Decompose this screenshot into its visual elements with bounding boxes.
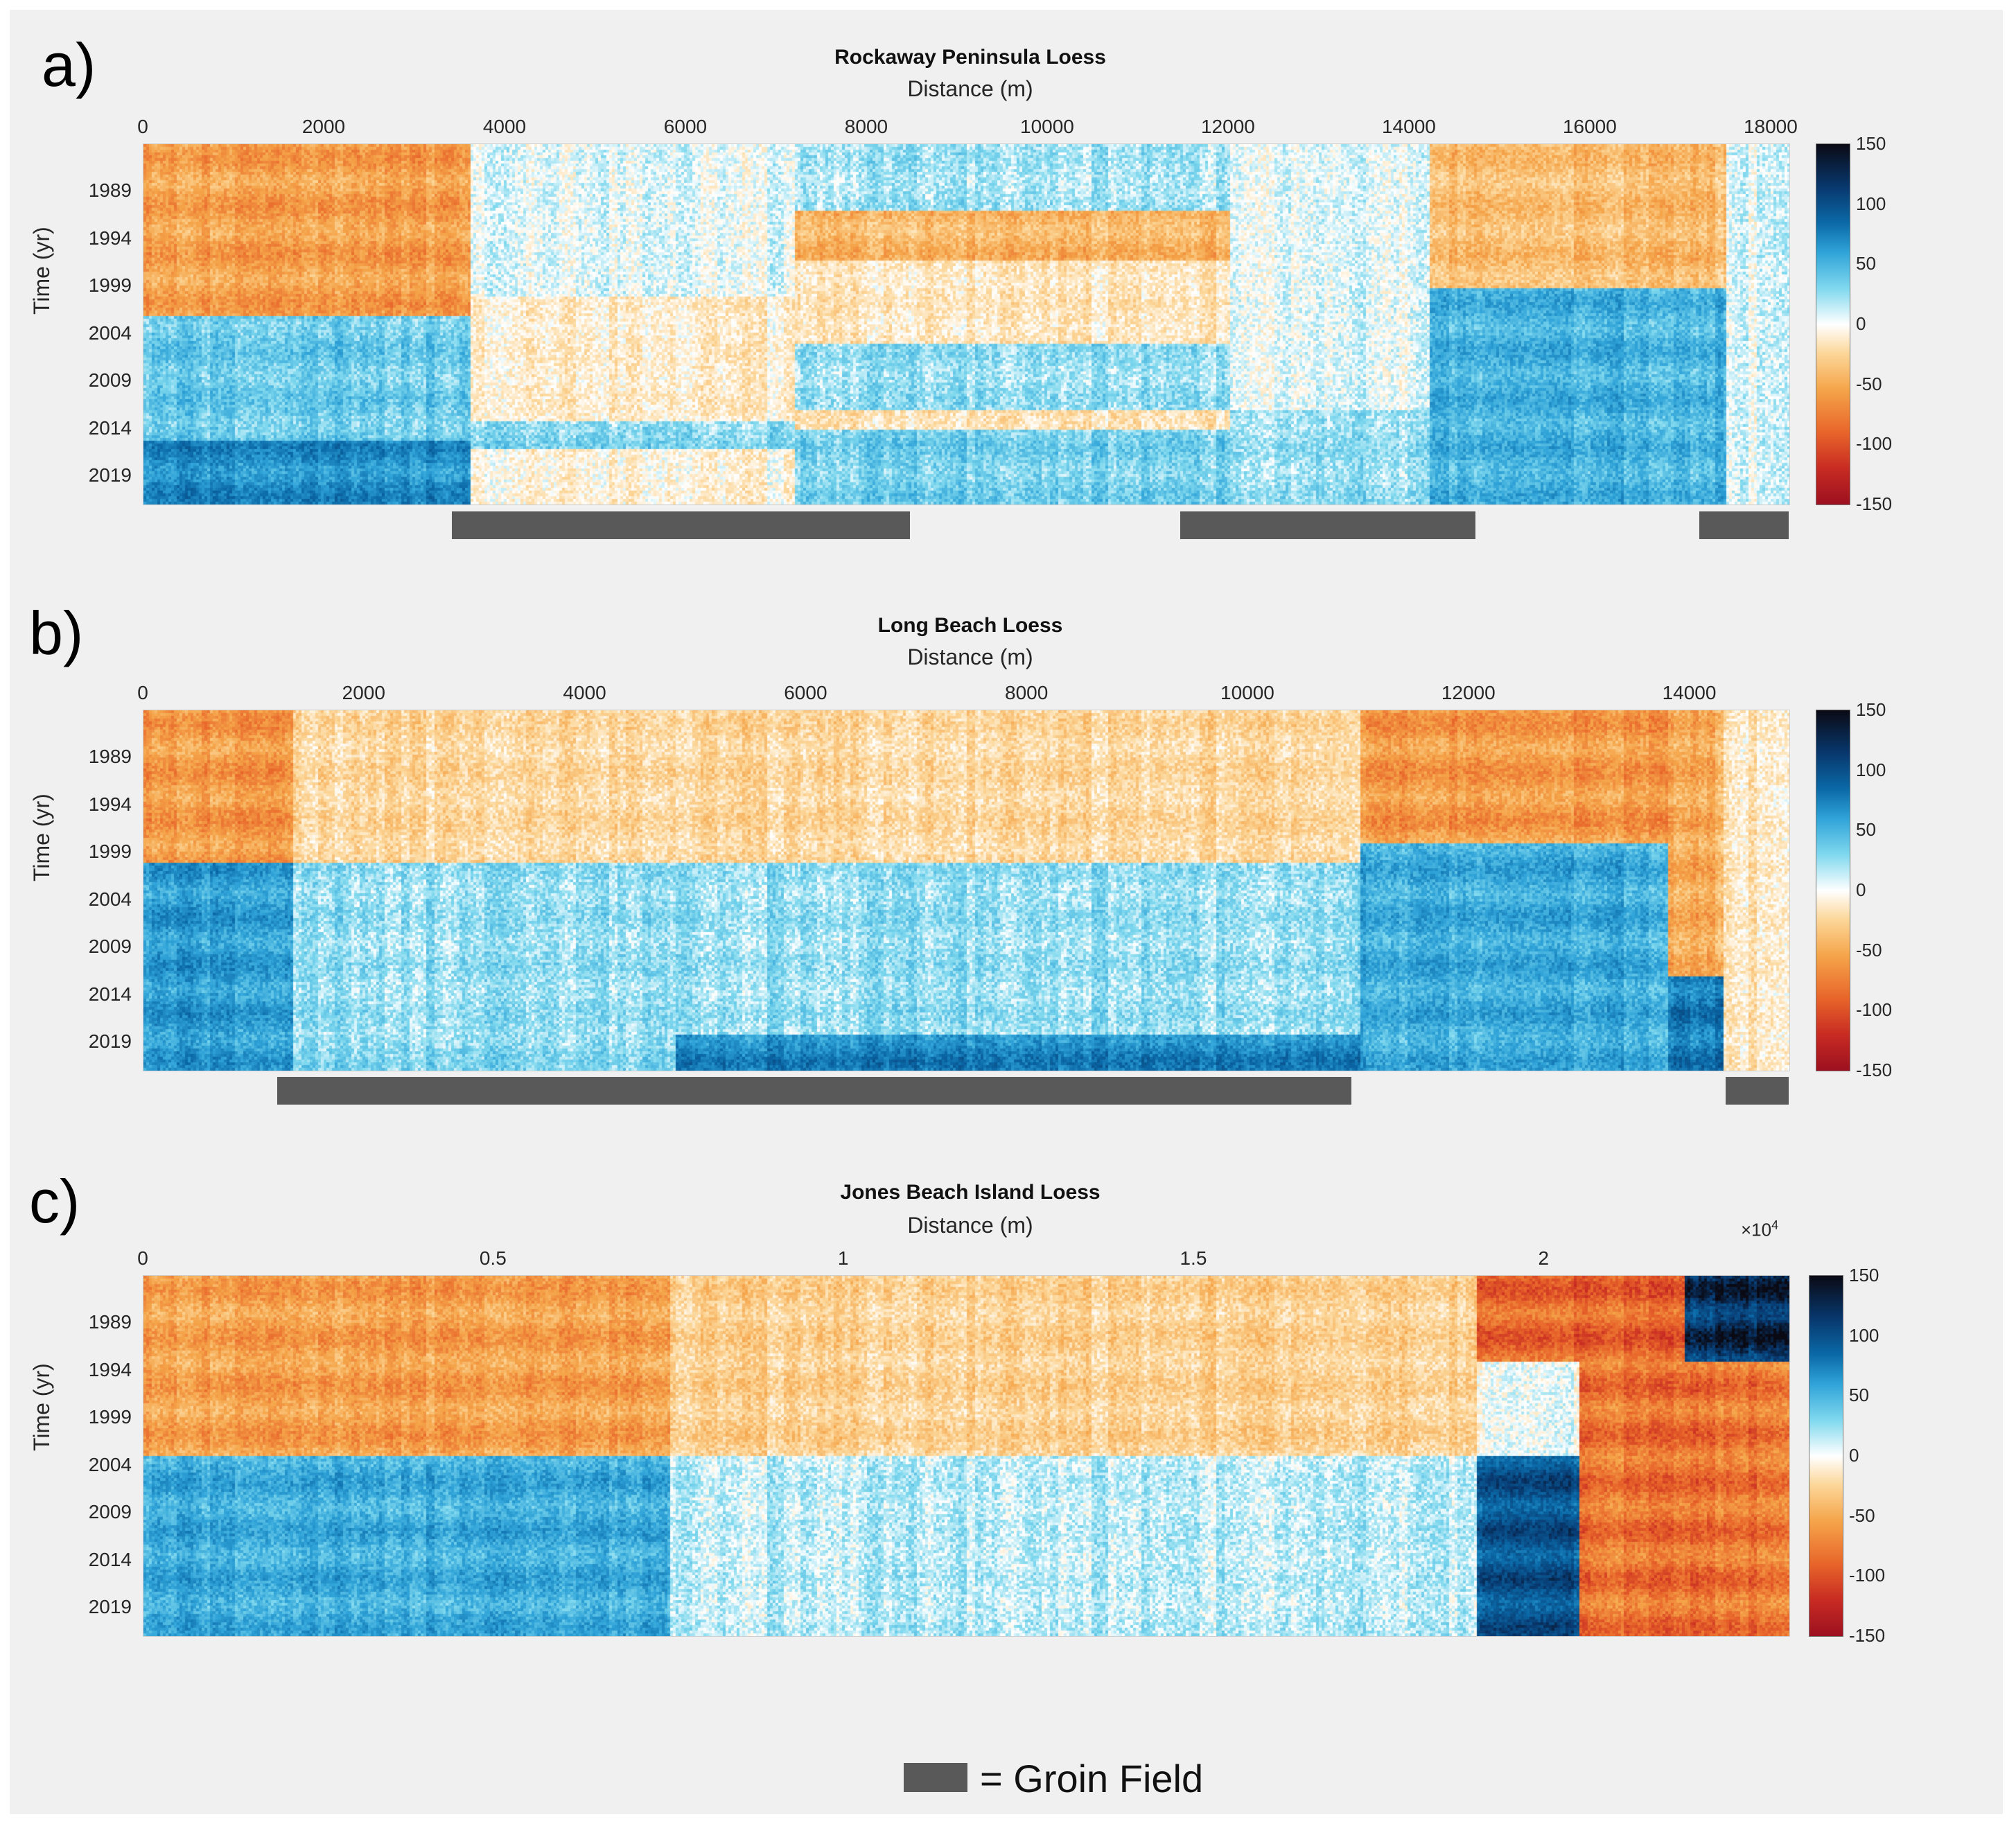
y-tick-label: 1994 bbox=[88, 1358, 132, 1380]
groin-field-swatch bbox=[904, 1763, 967, 1792]
panel-c-x-multiplier: ×104 bbox=[1741, 1218, 1779, 1240]
panel-a-ylabel: Time (yr) bbox=[29, 227, 54, 315]
y-tick-label: 1989 bbox=[88, 1311, 132, 1333]
groin-field-bar bbox=[452, 511, 910, 539]
x-tick-label: 8000 bbox=[1005, 682, 1049, 703]
x-tick-label: 6000 bbox=[784, 682, 827, 703]
x-tick-label: 10000 bbox=[1020, 116, 1074, 137]
colorbar-tick-label: -100 bbox=[1856, 433, 1893, 455]
panel-b-title: Long Beach Loess bbox=[877, 614, 1063, 637]
colorbar-tick-label: 100 bbox=[1849, 1324, 1879, 1346]
y-tick-label: 1989 bbox=[88, 746, 132, 768]
x-tick-label: 0 bbox=[137, 116, 148, 137]
colorbar-tick-label: -100 bbox=[1856, 999, 1893, 1021]
colorbar-tick-label: 0 bbox=[1856, 879, 1866, 900]
panel-c-ylabel: Time (yr) bbox=[29, 1363, 54, 1451]
colorbar-tick-label: 50 bbox=[1856, 819, 1876, 841]
x-tick-label: 16000 bbox=[1562, 116, 1617, 137]
colorbar-tick-label: -50 bbox=[1849, 1504, 1875, 1526]
colorbar-tick-label: -150 bbox=[1856, 493, 1893, 514]
panel-c-colorbar bbox=[1809, 1275, 1843, 1637]
colorbar-tick-label: 0 bbox=[1856, 313, 1866, 334]
panel-b-letter: b) bbox=[29, 599, 84, 667]
x-tick-label: 8000 bbox=[844, 116, 888, 137]
panel-c-letter: c) bbox=[29, 1167, 80, 1236]
y-tick-label: 2004 bbox=[88, 322, 132, 344]
colorbar-tick-label: 150 bbox=[1856, 133, 1886, 154]
panel-a-letter: a) bbox=[42, 30, 96, 99]
x-tick-label: 0 bbox=[137, 682, 148, 703]
panel-c-heatmap bbox=[143, 1275, 1790, 1637]
y-tick-label: 2009 bbox=[88, 936, 132, 958]
x-tick-label: 0.5 bbox=[479, 1247, 507, 1269]
y-tick-label: 1994 bbox=[88, 227, 132, 249]
x-tick-label: 10000 bbox=[1220, 682, 1274, 703]
colorbar-tick-label: 50 bbox=[1856, 253, 1876, 274]
groin-field-bar bbox=[1726, 1077, 1789, 1105]
panel-a-heatmap bbox=[143, 143, 1790, 505]
y-tick-label: 2014 bbox=[88, 983, 132, 1005]
colorbar-tick-label: 100 bbox=[1856, 759, 1886, 780]
x-tick-label: 2000 bbox=[301, 116, 346, 137]
colorbar-tick-label: 50 bbox=[1849, 1385, 1869, 1406]
groin-field-bar bbox=[1699, 511, 1789, 539]
colorbar-tick-label: 150 bbox=[1856, 699, 1886, 720]
colorbar-tick-label: 100 bbox=[1856, 193, 1886, 214]
y-tick-label: 1999 bbox=[88, 1406, 132, 1428]
panel-a-colorbar bbox=[1816, 143, 1850, 505]
y-tick-label: 2004 bbox=[88, 888, 132, 910]
colorbar-tick-label: -50 bbox=[1856, 939, 1882, 960]
colorbar-tick-label: -50 bbox=[1856, 373, 1882, 394]
panel-a-xlabel: Distance (m) bbox=[907, 76, 1033, 101]
y-tick-label: 2004 bbox=[88, 1453, 132, 1475]
colorbar-tick-label: 0 bbox=[1849, 1445, 1859, 1466]
x-tick-label: 2 bbox=[1538, 1247, 1550, 1269]
panel-a-title: Rockaway Peninsula Loess bbox=[834, 46, 1106, 69]
y-tick-label: 1999 bbox=[88, 841, 132, 863]
x-tick-label: 4000 bbox=[563, 682, 606, 703]
y-tick-label: 2014 bbox=[88, 1548, 132, 1570]
x-tick-label: 12000 bbox=[1200, 116, 1255, 137]
y-tick-label: 2014 bbox=[88, 416, 132, 439]
colorbar-tick-label: -100 bbox=[1849, 1565, 1886, 1586]
colorbar-tick-label: 150 bbox=[1849, 1265, 1879, 1285]
y-tick-label: 2019 bbox=[88, 1595, 132, 1617]
y-tick-label: 2019 bbox=[88, 1030, 132, 1052]
groin-field-bar bbox=[1180, 511, 1476, 539]
colorbar-tick-label: -150 bbox=[1849, 1625, 1886, 1646]
x-tick-label: 12000 bbox=[1441, 682, 1496, 703]
y-tick-label: 1989 bbox=[88, 179, 132, 202]
x-tick-label: 14000 bbox=[1662, 682, 1717, 703]
x-tick-label: 1 bbox=[837, 1247, 849, 1269]
y-tick-label: 1999 bbox=[88, 274, 132, 297]
groin-field-bar bbox=[277, 1077, 1351, 1105]
y-tick-label: 2009 bbox=[88, 1501, 132, 1523]
panel-b-heatmap bbox=[143, 710, 1790, 1071]
panel-c-xlabel: Distance (m) bbox=[907, 1213, 1033, 1238]
y-tick-label: 2019 bbox=[88, 464, 132, 486]
y-tick-label: 1994 bbox=[88, 793, 132, 815]
panel-b-colorbar bbox=[1816, 710, 1850, 1071]
colorbar-tick-label: -150 bbox=[1856, 1060, 1893, 1080]
groin-field-legend-label: = Groin Field bbox=[980, 1757, 1204, 1800]
x-tick-label: 1.5 bbox=[1180, 1247, 1207, 1269]
panel-b-ylabel: Time (yr) bbox=[29, 793, 54, 881]
x-tick-label: 18000 bbox=[1743, 116, 1798, 137]
panel-c-title: Jones Beach Island Loess bbox=[840, 1181, 1101, 1204]
y-tick-label: 2009 bbox=[88, 369, 132, 392]
x-tick-label: 14000 bbox=[1381, 116, 1436, 137]
panel-b-xlabel: Distance (m) bbox=[907, 644, 1033, 669]
x-tick-label: 6000 bbox=[663, 116, 708, 137]
figure: a) Rockaway Peninsula Loess Distance (m)… bbox=[10, 10, 2003, 1814]
x-tick-label: 4000 bbox=[482, 116, 527, 137]
x-tick-label: 0 bbox=[137, 1247, 148, 1269]
x-tick-label: 2000 bbox=[342, 682, 385, 703]
